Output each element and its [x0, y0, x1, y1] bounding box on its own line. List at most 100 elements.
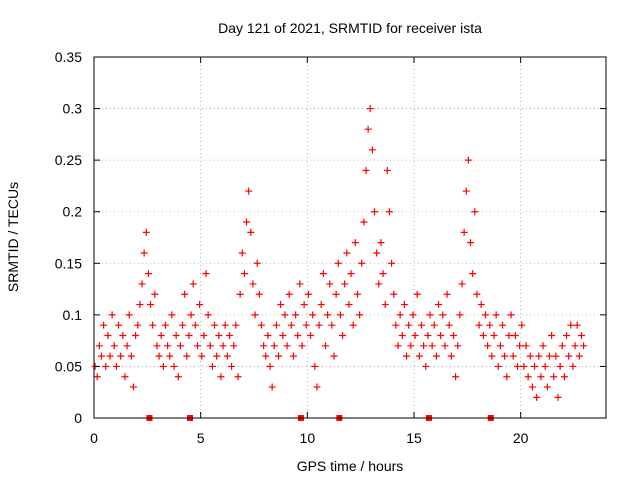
data-point: [144, 270, 152, 278]
data-point: [473, 290, 481, 298]
data-point: [413, 290, 421, 298]
data-point: [569, 362, 577, 370]
data-point: [142, 228, 150, 236]
data-point: [535, 352, 543, 360]
data-point: [204, 311, 212, 319]
data-point: [104, 331, 112, 339]
data-point: [531, 362, 539, 370]
data-point: [362, 166, 370, 174]
data-point: [260, 342, 268, 350]
y-tick-label: 0.2: [63, 204, 83, 220]
data-point: [275, 352, 283, 360]
data-point: [405, 321, 413, 329]
data-point: [161, 321, 169, 329]
y-tick-label: 0.05: [55, 358, 82, 374]
data-point: [441, 342, 449, 350]
data-point: [319, 270, 327, 278]
data-point: [456, 311, 464, 319]
data-point: [106, 352, 114, 360]
y-axis-ticks: 0 0.05 0.1 0.15 0.2 0.25 0.3 0.35: [55, 49, 606, 426]
data-point: [112, 362, 120, 370]
data-point: [375, 280, 383, 288]
data-point: [520, 362, 528, 370]
data-point: [215, 331, 223, 339]
data-point: [326, 280, 334, 288]
data-point: [518, 321, 526, 329]
data-point: [533, 393, 541, 401]
data-point: [516, 342, 524, 350]
data-point: [528, 383, 536, 391]
data-point: [447, 352, 455, 360]
x-tick-label: 0: [90, 430, 98, 446]
data-point: [213, 352, 221, 360]
data-point: [285, 290, 293, 298]
x-tick-label: 10: [300, 430, 316, 446]
data-point: [253, 259, 261, 267]
data-point: [211, 321, 219, 329]
data-point: [439, 311, 447, 319]
data-point: [230, 342, 238, 350]
data-point: [247, 228, 255, 236]
data-point: [185, 331, 193, 339]
data-point: [524, 373, 532, 381]
data-point: [138, 280, 146, 288]
data-point: [170, 362, 178, 370]
data-point: [381, 301, 389, 309]
data-point: [339, 331, 347, 339]
data-point: [573, 321, 581, 329]
y-tick-label: 0: [74, 410, 82, 426]
data-point: [294, 331, 302, 339]
data-point: [390, 290, 398, 298]
data-point: [272, 321, 280, 329]
data-point: [368, 146, 376, 154]
data-point: [336, 311, 344, 319]
data-point: [379, 270, 387, 278]
data-point: [193, 342, 201, 350]
data-point: [552, 352, 560, 360]
data-point: [257, 321, 265, 329]
y-tick-label: 0.15: [55, 255, 82, 271]
data-point: [125, 311, 133, 319]
data-point: [183, 352, 191, 360]
data-point: [115, 321, 123, 329]
data-point: [443, 290, 451, 298]
data-point: [123, 342, 131, 350]
data-point: [580, 342, 588, 350]
data-point: [477, 301, 485, 309]
data-point: [400, 301, 408, 309]
data-point: [264, 331, 272, 339]
data-point: [356, 311, 364, 319]
data-point: [481, 311, 489, 319]
data-point: [503, 373, 511, 381]
data-point: [166, 352, 174, 360]
data-point: [537, 373, 545, 381]
data-point: [435, 301, 443, 309]
data-point: [371, 208, 379, 216]
y-tick-label: 0.35: [55, 49, 82, 65]
data-point: [556, 362, 564, 370]
data-point: [289, 352, 297, 360]
data-point: [110, 342, 118, 350]
data-point: [479, 331, 487, 339]
data-point: [577, 331, 585, 339]
data-point: [164, 342, 172, 350]
data-point: [347, 270, 355, 278]
y-axis-label: SRMTID / TECUs: [5, 182, 21, 292]
data-point: [509, 352, 517, 360]
data-point: [388, 259, 396, 267]
data-point: [97, 352, 105, 360]
data-point: [208, 362, 216, 370]
data-point: [494, 362, 502, 370]
data-point: [232, 321, 240, 329]
data-point: [454, 342, 462, 350]
data-point: [255, 290, 263, 298]
data-point: [132, 331, 140, 339]
data-point: [428, 342, 436, 350]
data-point: [206, 342, 214, 350]
data-point: [108, 311, 116, 319]
data-point: [373, 249, 381, 257]
data-point: [484, 342, 492, 350]
x-tick-label: 20: [513, 430, 529, 446]
data-point: [159, 362, 167, 370]
data-point: [270, 342, 278, 350]
